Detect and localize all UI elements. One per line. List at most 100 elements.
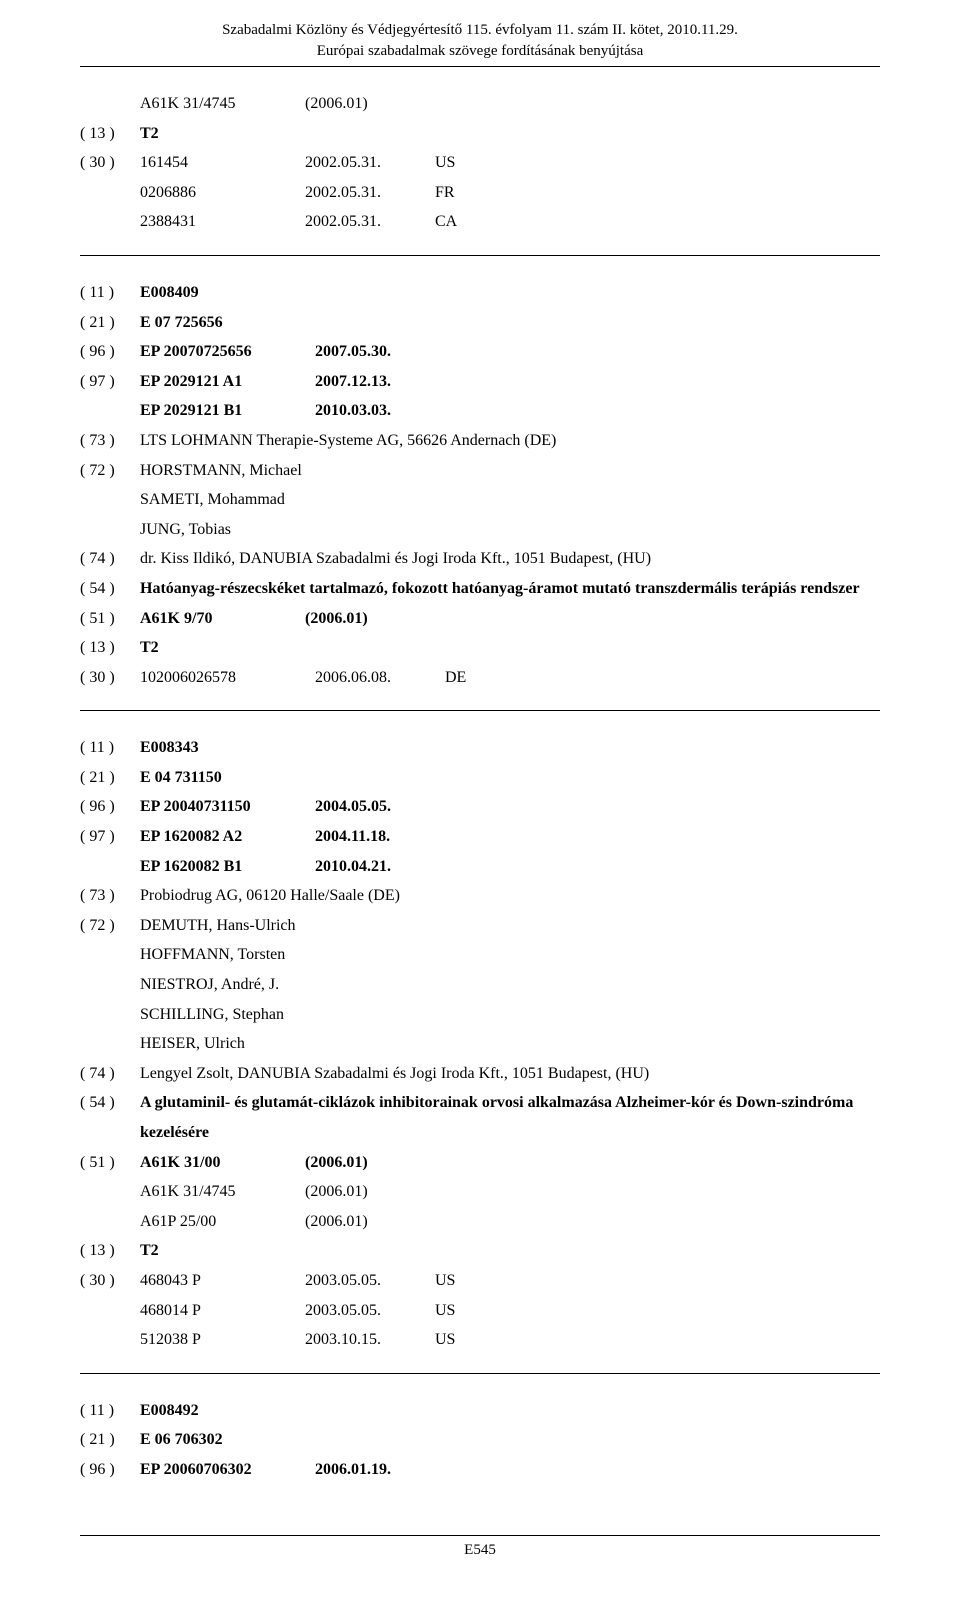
field-cell: 2002.05.31. <box>305 178 435 208</box>
field-code <box>80 515 140 545</box>
entry-row: A61K 31/4745(2006.01) <box>80 1177 880 1207</box>
field-cell: A61K 31/4745 <box>140 89 305 119</box>
field-content: E 04 731150 <box>140 763 880 793</box>
field-code: ( 51 ) <box>80 1148 140 1178</box>
entry-row: ( 96 )EP 200407311502004.05.05. <box>80 792 880 822</box>
field-content: E008343 <box>140 733 880 763</box>
header-line-2: Európai szabadalmak szövege fordításának… <box>80 41 880 62</box>
field-code <box>80 178 140 208</box>
entry-row: ( 13 )T2 <box>80 1236 880 1266</box>
field-cell: US <box>435 154 455 171</box>
field-cell: E008492 <box>140 1402 199 1419</box>
field-content: E 06 706302 <box>140 1425 880 1455</box>
field-content: A glutaminil- és glutamát-ciklázok inhib… <box>140 1088 880 1147</box>
field-cell: 2003.05.05. <box>305 1266 435 1296</box>
field-code: ( 73 ) <box>80 426 140 456</box>
field-content: 23884312002.05.31.CA <box>140 207 880 237</box>
field-code <box>80 1207 140 1237</box>
field-content: HORSTMANN, Michael <box>140 456 880 486</box>
field-code: ( 21 ) <box>80 763 140 793</box>
entry-row: HEISER, Ulrich <box>80 1029 880 1059</box>
field-cell: A61K 31/4745 <box>140 1177 305 1207</box>
field-cell: EP 2029121 A1 <box>140 367 315 397</box>
entry-block-1: A61K 31/4745(2006.01)( 13 )T2( 30 )16145… <box>80 89 880 237</box>
field-cell: 2010.04.21. <box>315 858 391 875</box>
field-content: SAMETI, Mohammad <box>140 485 880 515</box>
field-code: ( 72 ) <box>80 456 140 486</box>
field-code: ( 97 ) <box>80 822 140 852</box>
field-cell: US <box>435 1302 455 1319</box>
field-cell: 2004.11.18. <box>315 828 390 845</box>
field-content: EP 1620082 B12010.04.21. <box>140 852 880 882</box>
entry-row: ( 72 )DEMUTH, Hans-Ulrich <box>80 911 880 941</box>
field-content: dr. Kiss Ildikó, DANUBIA Szabadalmi és J… <box>140 544 880 574</box>
field-code: ( 11 ) <box>80 278 140 308</box>
field-cell: US <box>435 1331 455 1348</box>
entry-row: A61K 31/4745(2006.01) <box>80 89 880 119</box>
field-content: DEMUTH, Hans-Ulrich <box>140 911 880 941</box>
field-code: ( 96 ) <box>80 1455 140 1485</box>
field-code <box>80 1177 140 1207</box>
field-code <box>80 207 140 237</box>
entry-block-3: ( 11 )E008343( 21 )E 04 731150 ( 96 )EP 2… <box>80 733 880 1354</box>
field-cell: 2006.01.19. <box>315 1461 391 1478</box>
field-content: E008409 <box>140 278 880 308</box>
section-rule-2 <box>80 710 880 711</box>
field-code: ( 13 ) <box>80 633 140 663</box>
field-content: 512038 P2003.10.15.US <box>140 1325 880 1355</box>
entry-row: ( 73 )LTS LOHMANN Therapie-Systeme AG, 5… <box>80 426 880 456</box>
field-cell: T2 <box>140 125 159 142</box>
field-cell: (2006.01) <box>305 610 368 627</box>
field-cell: 2007.05.30. <box>315 343 391 360</box>
entry-row: EP 2029121 B12010.03.03. <box>80 396 880 426</box>
entry-block-4: ( 11 )E008492( 21 )E 06 706302( 96 )EP 2… <box>80 1396 880 1485</box>
page-header: Szabadalmi Közlöny és Védjegyértesítő 11… <box>80 20 880 62</box>
entry-row: 02068862002.05.31.FR <box>80 178 880 208</box>
page: Szabadalmi Közlöny és Védjegyértesítő 11… <box>0 0 960 1599</box>
entry-row: SCHILLING, Stephan <box>80 1000 880 1030</box>
field-code: ( 11 ) <box>80 733 140 763</box>
entry-row: ( 51 )A61K 9/70(2006.01) <box>80 604 880 634</box>
field-cell: E008409 <box>140 284 199 301</box>
entry-row: 512038 P2003.10.15.US <box>80 1325 880 1355</box>
field-cell: E 06 706302 <box>140 1431 223 1448</box>
section-rule-1 <box>80 255 880 256</box>
field-content: Hatóanyag-részecskéket tartalmazó, fokoz… <box>140 574 880 604</box>
field-cell: 468043 P <box>140 1266 305 1296</box>
field-content: 468043 P2003.05.05.US <box>140 1266 880 1296</box>
field-code: ( 96 ) <box>80 337 140 367</box>
field-cell: 2007.12.13. <box>315 373 391 390</box>
field-code: ( 73 ) <box>80 881 140 911</box>
field-content: NIESTROJ, André, J. <box>140 970 880 1000</box>
field-code <box>80 89 140 119</box>
field-cell: E008343 <box>140 739 199 756</box>
field-cell: DE <box>445 669 466 686</box>
field-content: E 07 725656 <box>140 308 880 338</box>
field-code <box>80 1029 140 1059</box>
field-cell: 2004.05.05. <box>315 798 391 815</box>
entry-row: ( 11 )E008409 <box>80 278 880 308</box>
entry-row: ( 30 )468043 P2003.05.05.US <box>80 1266 880 1296</box>
field-cell: FR <box>435 184 455 201</box>
field-content: T2 <box>140 119 880 149</box>
field-cell: (2006.01) <box>305 1213 368 1230</box>
field-cell: E 04 731150 <box>140 769 222 786</box>
entry-row: ( 30 )1020060265782006.06.08.DE <box>80 663 880 693</box>
field-code: ( 11 ) <box>80 1396 140 1426</box>
entry-row: HOFFMANN, Torsten <box>80 940 880 970</box>
field-content: A61K 31/4745(2006.01) <box>140 1177 880 1207</box>
entry-row: ( 74 )Lengyel Zsolt, DANUBIA Szabadalmi … <box>80 1059 880 1089</box>
field-content: T2 <box>140 1236 880 1266</box>
field-content: EP 1620082 A22004.11.18. <box>140 822 880 852</box>
entry-row: SAMETI, Mohammad <box>80 485 880 515</box>
entry-row: ( 96 )EP 200607063022006.01.19. <box>80 1455 880 1485</box>
field-cell: T2 <box>140 639 159 656</box>
field-code <box>80 1000 140 1030</box>
field-cell: (2006.01) <box>305 1183 368 1200</box>
field-cell: EP 1620082 B1 <box>140 852 315 882</box>
field-code: ( 97 ) <box>80 367 140 397</box>
field-cell: 2003.05.05. <box>305 1296 435 1326</box>
field-content: E008492 <box>140 1396 880 1426</box>
entry-row: ( 54 )A glutaminil- és glutamát-ciklázok… <box>80 1088 880 1147</box>
field-code: ( 54 ) <box>80 574 140 604</box>
